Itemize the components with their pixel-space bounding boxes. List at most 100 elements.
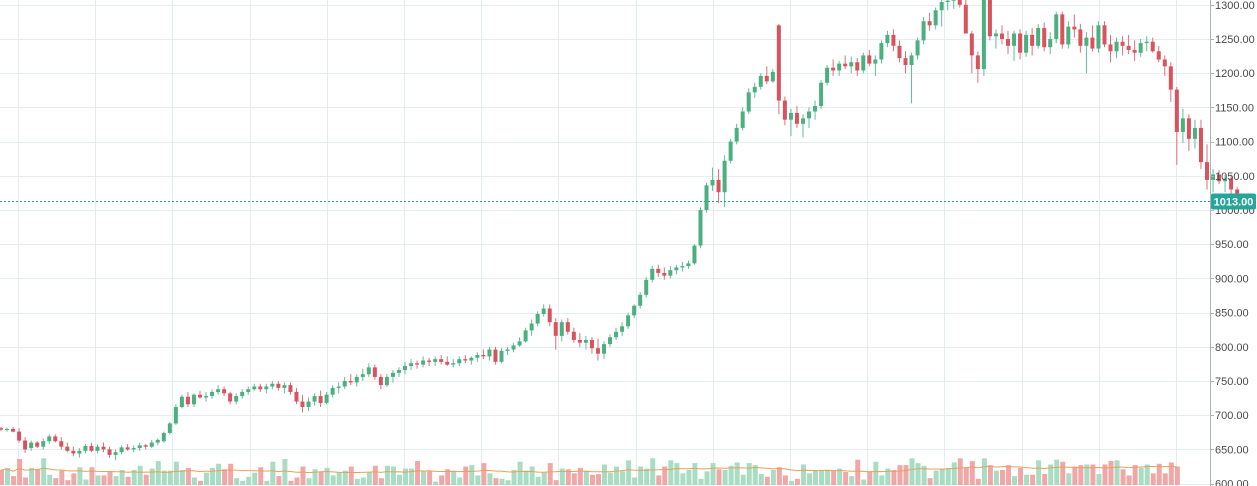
candle-body	[819, 82, 824, 107]
price-axis-label: 650.00	[1215, 444, 1249, 456]
volume-bar	[348, 466, 354, 485]
candle-body	[909, 55, 914, 65]
volume-bar	[493, 478, 499, 485]
volume-bar	[1060, 461, 1066, 485]
candle-body	[336, 386, 341, 388]
volume-bar	[885, 468, 891, 485]
candle-body	[951, 0, 956, 1]
candle-body	[740, 111, 745, 128]
volume-bar	[571, 473, 577, 485]
volume-bar	[1132, 465, 1138, 485]
candle-body	[903, 58, 908, 65]
volume-bar	[59, 470, 65, 485]
candle-body	[185, 396, 190, 405]
candle	[813, 100, 818, 120]
candle-body	[1108, 44, 1113, 52]
volume-bar	[264, 480, 270, 485]
candle	[390, 370, 395, 383]
volume-bar	[668, 460, 674, 485]
candle	[240, 389, 245, 399]
candle	[1205, 144, 1209, 190]
candle	[137, 442, 142, 451]
volume-bar	[216, 463, 222, 485]
candle-body	[704, 185, 709, 211]
volume-bar	[933, 470, 939, 485]
candle	[644, 277, 649, 298]
candle	[324, 391, 329, 405]
candle	[1138, 38, 1143, 57]
candle-body	[523, 330, 528, 342]
volume-bar	[354, 478, 360, 485]
candle-body	[867, 55, 872, 64]
candle	[35, 441, 40, 449]
volume-bar	[710, 463, 716, 485]
volume-bar	[692, 463, 698, 485]
candle-body	[228, 393, 233, 402]
candle	[903, 51, 908, 74]
volume-bar	[553, 480, 559, 485]
candle-body	[300, 401, 305, 408]
candle	[1012, 30, 1017, 61]
candle	[306, 397, 311, 412]
candle	[457, 356, 462, 366]
candle-body	[668, 270, 673, 276]
volume-bar	[1072, 466, 1078, 485]
volume-bar	[342, 470, 348, 485]
candle-body	[197, 394, 202, 398]
volume-bar	[909, 458, 915, 485]
candle-body	[1156, 51, 1161, 60]
candle-body	[734, 127, 739, 142]
candle	[1186, 114, 1191, 152]
volume-bar	[1174, 466, 1180, 485]
last-price-tag: 1013.00	[1211, 193, 1256, 210]
candle-body	[137, 445, 142, 449]
candle	[523, 327, 528, 343]
candle-body	[342, 381, 347, 387]
candle	[620, 322, 625, 336]
volume-moving-average-line	[0, 465, 1177, 474]
candle	[915, 37, 920, 60]
volume-bar	[969, 461, 975, 485]
volume-bar	[415, 461, 421, 485]
candle-body	[571, 331, 576, 340]
volume-bar	[143, 474, 149, 485]
candle	[5, 427, 10, 432]
candle	[981, 0, 986, 76]
candle-body	[644, 279, 649, 295]
volume-bar	[957, 458, 963, 485]
candle	[650, 266, 655, 283]
candle-body	[234, 396, 239, 402]
volume-bar	[240, 480, 246, 485]
candle	[463, 355, 468, 364]
volume-bar	[1054, 459, 1060, 485]
candle	[1162, 55, 1167, 76]
candle	[632, 304, 637, 319]
candle	[23, 437, 28, 453]
candle	[83, 443, 88, 454]
volume-bar	[1162, 473, 1168, 485]
candle-body	[517, 341, 522, 346]
price-candles	[0, 0, 1240, 461]
candle	[794, 106, 799, 128]
candle-body	[945, 0, 950, 3]
candle-body	[107, 449, 112, 455]
price-axis-label: 1300.00	[1215, 0, 1255, 12]
candle-body	[1180, 118, 1185, 133]
candle	[161, 431, 166, 443]
candle-body	[216, 389, 221, 392]
candle-body	[873, 59, 878, 64]
candle-body	[1229, 178, 1234, 190]
candle-body	[891, 34, 896, 46]
volume-bar	[113, 476, 119, 485]
candle	[873, 55, 878, 76]
volume-bar	[807, 473, 813, 485]
volume-bar	[445, 469, 451, 485]
candle	[1114, 37, 1119, 59]
candle	[1211, 168, 1216, 193]
price-axis[interactable]: 1300.00 1250.00 1200.00 1150.00 1100.00 1050.…	[1210, 0, 1255, 486]
volume-bar	[421, 471, 427, 485]
volume-bar	[746, 463, 752, 485]
candle	[336, 382, 341, 394]
candle-body	[240, 391, 245, 397]
